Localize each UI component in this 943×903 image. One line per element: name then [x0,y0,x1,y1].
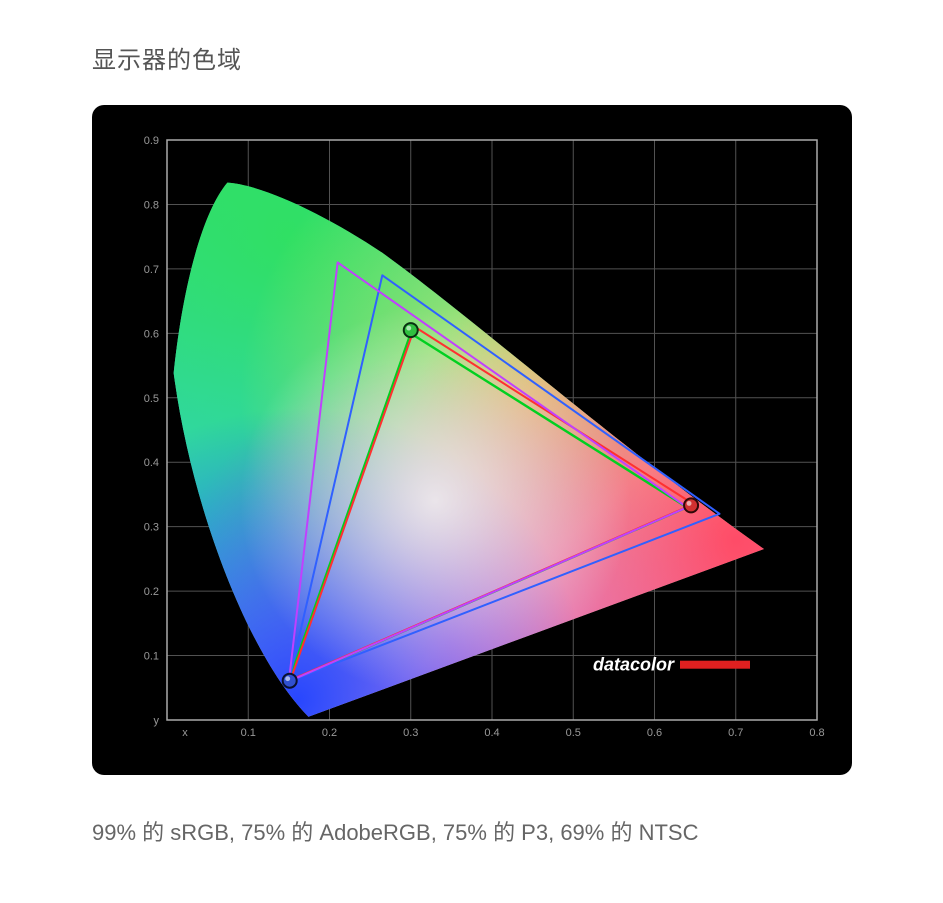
blue-primary [283,674,297,688]
chromaticity-chart: 0.1 0.2 0.3 0.4 0.5 0.6 0.7 0.8 0.1 0.2 0.3 0.4 0.5 0… [92,105,852,775]
svg-text:0.5: 0.5 [144,393,159,405]
svg-text:y: y [154,715,160,727]
svg-text:0.7: 0.7 [728,727,743,739]
svg-text:0.4: 0.4 [144,457,159,469]
svg-text:0.1: 0.1 [241,727,256,739]
gamut-caption: 99% 的 sRGB, 75% 的 AdobeRGB, 75% 的 P3, 69… [92,815,893,847]
svg-text:0.6: 0.6 [647,727,662,739]
svg-text:0.9: 0.9 [144,135,159,147]
svg-text:0.5: 0.5 [566,727,581,739]
svg-text:0.2: 0.2 [144,586,159,598]
watermark-bar [680,661,750,669]
page-title: 显示器的色域 [92,40,893,75]
svg-text:0.6: 0.6 [144,328,159,340]
watermark-text: datacolor [593,655,675,675]
svg-text:0.1: 0.1 [144,651,159,663]
red-primary [684,498,698,512]
svg-text:0.2: 0.2 [322,727,337,739]
green-primary [404,323,418,337]
svg-text:0.3: 0.3 [403,727,418,739]
svg-text:0.8: 0.8 [809,727,824,739]
chart-svg: 0.1 0.2 0.3 0.4 0.5 0.6 0.7 0.8 0.1 0.2 0.3 0.4 0.5 0… [107,120,837,760]
svg-text:0.8: 0.8 [144,199,159,211]
svg-text:0.3: 0.3 [144,522,159,534]
page: 显示器的色域 0.1 0.2 0.3 0.4 0.5 0.6 0.7 0.8 0.1 0.2 0.3… [0,0,943,897]
svg-text:0.4: 0.4 [484,727,499,739]
svg-text:x: x [182,727,188,739]
svg-text:0.7: 0.7 [144,264,159,276]
